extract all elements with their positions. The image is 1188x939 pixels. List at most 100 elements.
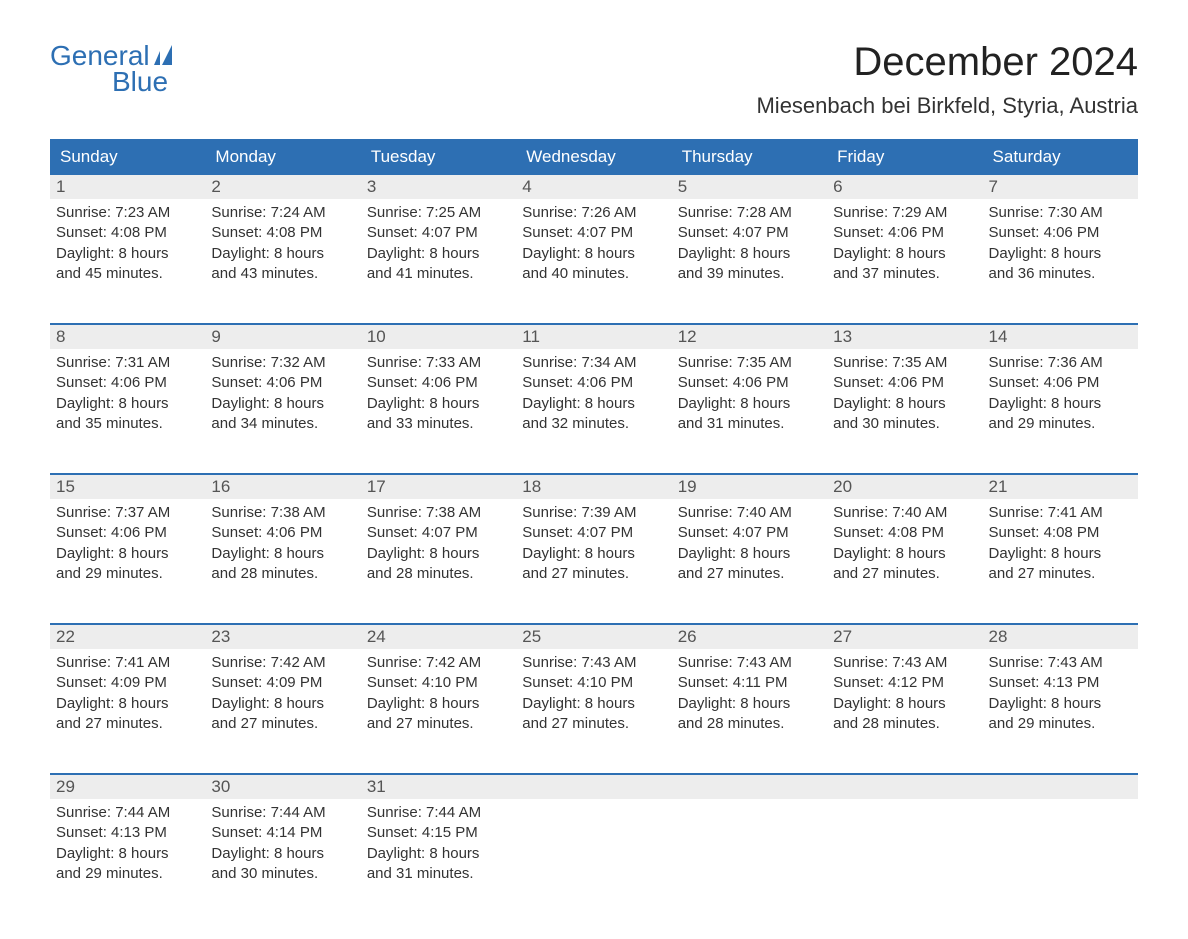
daylight-text: and 29 minutes.: [989, 414, 1132, 434]
day-number: 17: [361, 475, 516, 499]
cell-body: Sunrise: 7:24 AMSunset: 4:08 PMDaylight:…: [205, 199, 360, 284]
day-number: 9: [205, 325, 360, 349]
week-daynum-row: 1234567: [50, 175, 1138, 199]
daylight-text: and 31 minutes.: [367, 864, 510, 884]
day-number: 27: [827, 625, 982, 649]
daylight-text: Daylight: 8 hours: [678, 244, 821, 264]
daylight-text: and 34 minutes.: [211, 414, 354, 434]
calendar-cell: [983, 799, 1138, 899]
calendar-cell: [672, 799, 827, 899]
daylight-text: Daylight: 8 hours: [56, 394, 199, 414]
sunset-text: Sunset: 4:06 PM: [211, 373, 354, 393]
week-daynum-row: 891011121314: [50, 323, 1138, 349]
daylight-text: Daylight: 8 hours: [367, 394, 510, 414]
daylight-text: Daylight: 8 hours: [56, 544, 199, 564]
daylight-text: and 27 minutes.: [522, 714, 665, 734]
cell-body: Sunrise: 7:28 AMSunset: 4:07 PMDaylight:…: [672, 199, 827, 284]
day-number: 10: [361, 325, 516, 349]
cell-body: Sunrise: 7:34 AMSunset: 4:06 PMDaylight:…: [516, 349, 671, 434]
daylight-text: and 27 minutes.: [56, 714, 199, 734]
day-number: [983, 775, 1138, 799]
day-number: 12: [672, 325, 827, 349]
calendar-cell: Sunrise: 7:29 AMSunset: 4:06 PMDaylight:…: [827, 199, 982, 299]
sunrise-text: Sunrise: 7:34 AM: [522, 353, 665, 373]
daylight-text: Daylight: 8 hours: [989, 544, 1132, 564]
sunrise-text: Sunrise: 7:43 AM: [833, 653, 976, 673]
calendar-cell: Sunrise: 7:43 AMSunset: 4:11 PMDaylight:…: [672, 649, 827, 749]
cell-body: Sunrise: 7:36 AMSunset: 4:06 PMDaylight:…: [983, 349, 1138, 434]
sunrise-text: Sunrise: 7:28 AM: [678, 203, 821, 223]
sunrise-text: Sunrise: 7:32 AM: [211, 353, 354, 373]
cell-body: Sunrise: 7:25 AMSunset: 4:07 PMDaylight:…: [361, 199, 516, 284]
sunset-text: Sunset: 4:06 PM: [989, 223, 1132, 243]
daylight-text: and 27 minutes.: [833, 564, 976, 584]
daylight-text: and 30 minutes.: [833, 414, 976, 434]
daylight-text: Daylight: 8 hours: [522, 394, 665, 414]
week-body-row: Sunrise: 7:31 AMSunset: 4:06 PMDaylight:…: [50, 349, 1138, 449]
sunrise-text: Sunrise: 7:42 AM: [367, 653, 510, 673]
sunrise-text: Sunrise: 7:41 AM: [989, 503, 1132, 523]
daylight-text: Daylight: 8 hours: [211, 694, 354, 714]
daylight-text: and 45 minutes.: [56, 264, 199, 284]
sunset-text: Sunset: 4:07 PM: [522, 223, 665, 243]
sunset-text: Sunset: 4:11 PM: [678, 673, 821, 693]
sunset-text: Sunset: 4:07 PM: [367, 223, 510, 243]
sunset-text: Sunset: 4:10 PM: [522, 673, 665, 693]
day-header-saturday: Saturday: [983, 139, 1138, 175]
daylight-text: Daylight: 8 hours: [211, 394, 354, 414]
calendar-cell: Sunrise: 7:25 AMSunset: 4:07 PMDaylight:…: [361, 199, 516, 299]
sunset-text: Sunset: 4:06 PM: [833, 373, 976, 393]
daylight-text: and 36 minutes.: [989, 264, 1132, 284]
sunrise-text: Sunrise: 7:44 AM: [56, 803, 199, 823]
cell-body: Sunrise: 7:41 AMSunset: 4:09 PMDaylight:…: [50, 649, 205, 734]
sunset-text: Sunset: 4:06 PM: [678, 373, 821, 393]
daylight-text: and 27 minutes.: [989, 564, 1132, 584]
day-number: 8: [50, 325, 205, 349]
day-number: 28: [983, 625, 1138, 649]
calendar-cell: Sunrise: 7:35 AMSunset: 4:06 PMDaylight:…: [672, 349, 827, 449]
location-text: Miesenbach bei Birkfeld, Styria, Austria: [756, 93, 1138, 119]
sunrise-text: Sunrise: 7:38 AM: [211, 503, 354, 523]
cell-body: Sunrise: 7:32 AMSunset: 4:06 PMDaylight:…: [205, 349, 360, 434]
sunset-text: Sunset: 4:06 PM: [56, 373, 199, 393]
calendar-cell: Sunrise: 7:34 AMSunset: 4:06 PMDaylight:…: [516, 349, 671, 449]
cell-body: Sunrise: 7:40 AMSunset: 4:07 PMDaylight:…: [672, 499, 827, 584]
week-daynum-row: 22232425262728: [50, 623, 1138, 649]
sunset-text: Sunset: 4:07 PM: [678, 223, 821, 243]
sunset-text: Sunset: 4:13 PM: [56, 823, 199, 843]
daylight-text: Daylight: 8 hours: [56, 694, 199, 714]
sunset-text: Sunset: 4:13 PM: [989, 673, 1132, 693]
daylight-text: and 32 minutes.: [522, 414, 665, 434]
cell-body: Sunrise: 7:35 AMSunset: 4:06 PMDaylight:…: [672, 349, 827, 434]
daylight-text: Daylight: 8 hours: [989, 694, 1132, 714]
sunrise-text: Sunrise: 7:36 AM: [989, 353, 1132, 373]
sunrise-text: Sunrise: 7:39 AM: [522, 503, 665, 523]
sunset-text: Sunset: 4:12 PM: [833, 673, 976, 693]
sunrise-text: Sunrise: 7:30 AM: [989, 203, 1132, 223]
daylight-text: Daylight: 8 hours: [678, 544, 821, 564]
day-number: 25: [516, 625, 671, 649]
daylight-text: and 33 minutes.: [367, 414, 510, 434]
sunset-text: Sunset: 4:08 PM: [989, 523, 1132, 543]
sunset-text: Sunset: 4:07 PM: [522, 523, 665, 543]
day-number: 6: [827, 175, 982, 199]
sunset-text: Sunset: 4:09 PM: [56, 673, 199, 693]
sunset-text: Sunset: 4:06 PM: [367, 373, 510, 393]
sunrise-text: Sunrise: 7:25 AM: [367, 203, 510, 223]
day-number: 2: [205, 175, 360, 199]
daylight-text: Daylight: 8 hours: [211, 844, 354, 864]
sunset-text: Sunset: 4:10 PM: [367, 673, 510, 693]
sunrise-text: Sunrise: 7:29 AM: [833, 203, 976, 223]
day-number: 29: [50, 775, 205, 799]
sunset-text: Sunset: 4:08 PM: [56, 223, 199, 243]
daylight-text: Daylight: 8 hours: [367, 244, 510, 264]
calendar-cell: Sunrise: 7:38 AMSunset: 4:06 PMDaylight:…: [205, 499, 360, 599]
page-header: General Blue December 2024 Miesenbach be…: [50, 40, 1138, 119]
daylight-text: Daylight: 8 hours: [522, 244, 665, 264]
daylight-text: and 27 minutes.: [211, 714, 354, 734]
cell-body: Sunrise: 7:44 AMSunset: 4:13 PMDaylight:…: [50, 799, 205, 884]
sunrise-text: Sunrise: 7:44 AM: [211, 803, 354, 823]
cell-body: Sunrise: 7:35 AMSunset: 4:06 PMDaylight:…: [827, 349, 982, 434]
calendar-cell: Sunrise: 7:37 AMSunset: 4:06 PMDaylight:…: [50, 499, 205, 599]
daylight-text: and 27 minutes.: [367, 714, 510, 734]
